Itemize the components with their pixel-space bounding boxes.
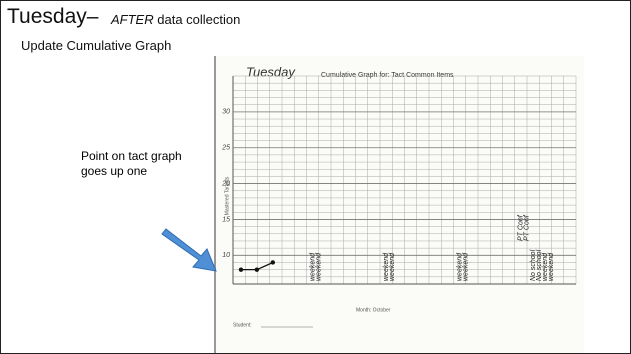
y-tick-label: 20 <box>221 180 230 187</box>
y-tick-label: 15 <box>222 216 230 223</box>
annotation: weekend <box>315 252 322 281</box>
callout-text: Point on tact graph goes up one <box>81 149 191 179</box>
annotation: weekend <box>389 252 396 281</box>
data-point <box>271 260 275 264</box>
y-tick-label: 30 <box>222 109 230 116</box>
title-note-emphasis: AFTER <box>111 12 154 27</box>
title-note-rest: data collection <box>157 12 240 27</box>
slide-title: Tuesday– <box>7 5 98 29</box>
annotation: weekend <box>462 252 469 281</box>
handwritten-day: Tuesday <box>246 64 296 79</box>
student-label: Student: <box>233 322 252 328</box>
graph-title: Cumulative Graph for: Tact Common Items <box>321 72 454 79</box>
month-label: Month: October <box>356 307 391 313</box>
annotation: weekend <box>548 252 555 281</box>
y-tick-label: 10 <box>222 252 230 259</box>
slide: Tuesday Cumulative Graph for: Tact Commo… <box>0 0 631 354</box>
annotation: PT Conf <box>524 214 531 241</box>
slide-subtitle: Update Cumulative Graph <box>21 38 171 53</box>
callout-arrow <box>162 229 216 271</box>
title-note: AFTER data collection <box>111 12 240 27</box>
y-tick-label: 25 <box>221 145 230 152</box>
